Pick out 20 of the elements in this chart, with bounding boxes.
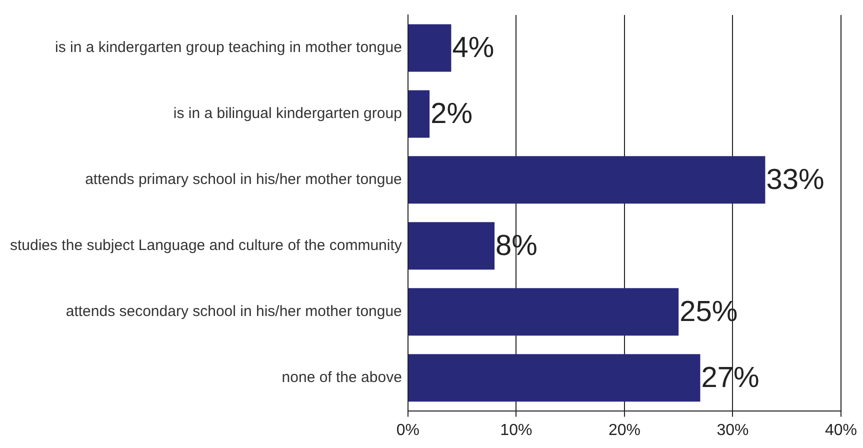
data-label: 4%	[452, 32, 494, 64]
data-label: 2%	[430, 98, 472, 130]
x-tick-label: 0%	[396, 422, 420, 439]
y-tick-label: none of the above	[282, 368, 402, 386]
y-tick-label: is in a bilingual kindergarten group	[173, 105, 402, 122]
bar	[408, 24, 452, 72]
y-tick-label: attends primary school in his/her mother tongue	[85, 171, 402, 188]
bar	[408, 90, 430, 138]
y-tick-label: attends secondary school in his/her mother tongue	[66, 302, 402, 320]
x-tick-label: 30%	[716, 422, 749, 439]
x-tick-label: 20%	[608, 422, 640, 439]
data-label: 33%	[766, 164, 824, 196]
bar	[408, 156, 766, 204]
bar	[408, 354, 700, 402]
x-tick-label: 10%	[500, 422, 532, 439]
y-tick-label: is in a kindergarten group teaching in mother tongue	[55, 39, 402, 56]
x-tick-label: 40%	[824, 422, 858, 439]
bar	[408, 288, 679, 336]
y-tick-label: studies the subject Language and culture of the community	[10, 237, 402, 254]
bar	[408, 222, 495, 270]
